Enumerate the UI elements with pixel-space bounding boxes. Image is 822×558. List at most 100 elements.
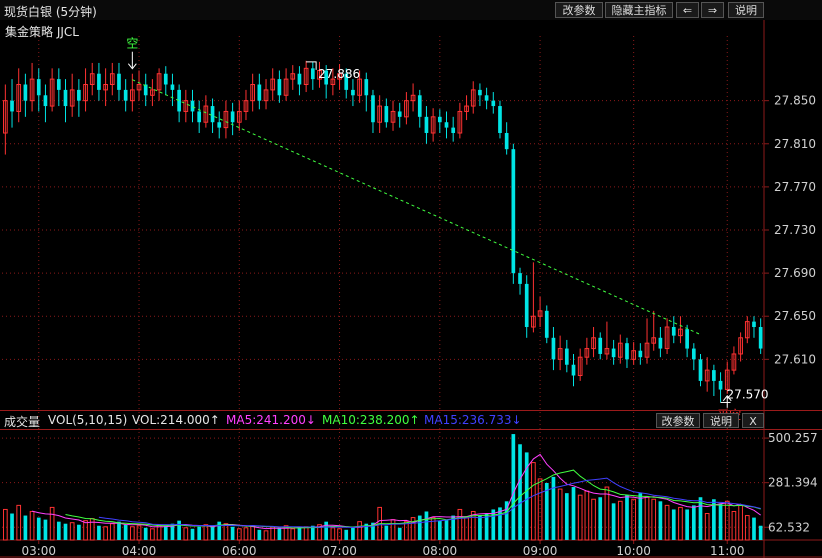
volume-bar <box>371 522 375 540</box>
candle-body <box>617 342 623 358</box>
volume-bar <box>430 517 436 541</box>
candle-body <box>518 273 522 284</box>
candle-body <box>243 100 249 112</box>
volume-bar <box>257 529 262 540</box>
candle-body <box>49 78 55 107</box>
candle-body <box>430 116 436 134</box>
volume-bar <box>564 493 569 540</box>
candle-body <box>103 84 108 91</box>
volume-bar <box>277 527 282 540</box>
volume-bar <box>357 521 362 541</box>
hide-indicator-button[interactable]: 隐藏主指标 <box>605 2 673 18</box>
title-bar: 现货白银 (5分钟) 改参数 隐藏主指标 ⇐ ⇒ 说明 <box>0 0 822 20</box>
candle-body <box>177 89 181 112</box>
volume-bar <box>117 521 121 540</box>
volume-bar <box>752 517 756 540</box>
volume-bar <box>351 527 355 540</box>
candle-body <box>537 310 543 317</box>
volume-bar <box>758 525 763 540</box>
candle-body <box>16 84 22 112</box>
candle-body <box>150 89 155 96</box>
time-tick-label: 07:00 <box>322 544 357 558</box>
volume-bar <box>150 528 155 541</box>
time-tick-label: 11:00 <box>710 544 745 558</box>
candle-body <box>437 116 442 123</box>
volume-bar <box>324 521 329 540</box>
time-tick-label: 04:00 <box>122 544 157 558</box>
volume-bar <box>524 452 529 540</box>
volume-bar <box>210 525 215 540</box>
candle-body <box>364 79 369 96</box>
volume-bar <box>223 523 229 541</box>
volume-bar <box>3 508 8 541</box>
scroll-left-button[interactable]: ⇐ <box>676 2 699 18</box>
candle-body <box>464 105 469 112</box>
low-label: 27.570 <box>727 387 769 401</box>
volume-bar <box>177 520 181 540</box>
volume-bar <box>56 521 61 540</box>
candle-body <box>524 283 529 328</box>
candle-body <box>303 67 309 86</box>
candle-body <box>257 84 262 101</box>
candle-body <box>724 369 730 391</box>
cover-signal-arrowhead <box>722 395 732 402</box>
volume-bar <box>691 505 696 540</box>
ma15-value: MA15:236.733↓ <box>424 413 522 427</box>
candle-body <box>591 337 596 350</box>
volume-bar <box>617 500 623 541</box>
candle-body <box>109 73 115 86</box>
candle-body <box>29 78 35 102</box>
scroll-right-button[interactable]: ⇒ <box>701 2 724 18</box>
volume-bar <box>163 525 168 540</box>
candle-body <box>484 95 489 101</box>
volume-bar <box>484 513 489 540</box>
candle-body <box>625 343 629 360</box>
ma10-value: MA10:238.200↑ <box>322 413 420 427</box>
volume-edit-params-button[interactable]: 改参数 <box>656 413 700 428</box>
candle-body <box>310 68 315 80</box>
help-button[interactable]: 说明 <box>728 2 764 18</box>
volume-bar <box>625 495 629 540</box>
candle-body <box>390 110 396 123</box>
candle-body <box>451 127 456 134</box>
volume-bar <box>611 503 616 540</box>
volume-bar <box>664 504 670 541</box>
volume-bar <box>230 526 235 540</box>
volume-bar <box>364 523 369 540</box>
volume-bar <box>384 525 389 540</box>
candle-body <box>698 359 703 381</box>
volume-bar <box>290 528 296 541</box>
candle-body <box>384 106 389 123</box>
candle-body <box>444 122 449 128</box>
time-tick-label: 06:00 <box>222 544 257 558</box>
volume-bar <box>531 462 536 541</box>
candle-body <box>283 78 289 96</box>
candle-body <box>531 315 536 328</box>
candle-body <box>183 100 189 112</box>
candle-body <box>3 100 8 134</box>
sell-signal-arrowhead <box>127 63 137 70</box>
volume-bar <box>83 520 88 541</box>
candle-body <box>170 84 175 90</box>
high-marker <box>306 61 317 70</box>
price-tick-label: 27.850 <box>774 94 816 108</box>
volume-bar <box>704 513 710 541</box>
candle-body <box>498 106 502 134</box>
volume-help-button[interactable]: 说明 <box>703 413 739 428</box>
volume-bar <box>511 434 516 540</box>
ma10-line <box>65 469 761 529</box>
volume-bar <box>183 527 189 541</box>
candle-body <box>752 321 756 328</box>
candle-body <box>557 348 563 360</box>
edit-params-button[interactable]: 改参数 <box>555 2 603 18</box>
volume-bar <box>136 525 142 541</box>
volume-bar <box>297 527 302 540</box>
volume-bar <box>437 520 442 540</box>
volume-header: 成交量 VOL(5,10,15) VOL:214.000↑ MA5:241.20… <box>0 410 822 430</box>
volume-bar <box>263 530 269 541</box>
candle-body <box>351 89 355 96</box>
volume-bar <box>444 519 449 540</box>
volume-close-button[interactable]: X <box>742 413 764 428</box>
volume-tick-label: 62.532 <box>768 520 810 534</box>
